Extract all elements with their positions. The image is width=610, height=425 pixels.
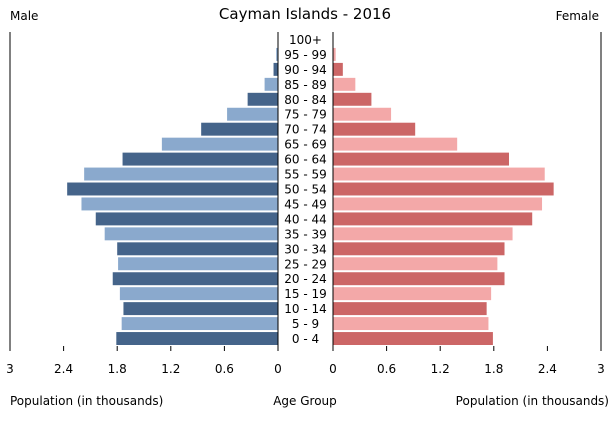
- female-tick-label: 0.6: [377, 362, 396, 376]
- male-bar-80-84: [247, 92, 278, 106]
- female-bars: [333, 47, 554, 345]
- male-bar-10-14: [123, 302, 278, 316]
- male-bar-90-94: [273, 62, 278, 76]
- female-tick-label: 1.2: [431, 362, 450, 376]
- age-label-30-34: 30 - 34: [284, 242, 327, 256]
- male-bar-15-19: [119, 287, 278, 301]
- age-label-70-74: 70 - 74: [284, 123, 327, 137]
- female-bar-60-64: [333, 152, 509, 166]
- male-bar-65-69: [161, 137, 278, 151]
- male-tick-label: 1.8: [108, 362, 127, 376]
- male-tick-label: 0.6: [215, 362, 234, 376]
- female-bar-85-89: [333, 77, 356, 91]
- female-bar-70-74: [333, 122, 416, 136]
- age-label-80-84: 80 - 84: [284, 93, 327, 107]
- male-bar-30-34: [117, 242, 278, 256]
- age-label-60-64: 60 - 64: [284, 153, 327, 167]
- age-label-5-9: 5 - 9: [292, 317, 319, 331]
- female-bar-20-24: [333, 272, 505, 286]
- male-bar-60-64: [122, 152, 278, 166]
- male-tick-label: 1.2: [161, 362, 180, 376]
- male-bar-0-4: [116, 332, 278, 345]
- male-bar-5-9: [121, 317, 278, 331]
- female-bar-40-44: [333, 212, 533, 226]
- female-bar-45-49: [333, 197, 543, 211]
- age-label-95-99: 95 - 99: [284, 48, 327, 62]
- male-bar-70-74: [201, 122, 278, 136]
- age-label-10-14: 10 - 14: [284, 302, 327, 316]
- male-bar-35-39: [104, 227, 278, 241]
- axes: [9, 32, 602, 346]
- age-label-50-54: 50 - 54: [284, 183, 327, 197]
- female-bar-30-34: [333, 242, 505, 256]
- age-label-40-44: 40 - 44: [284, 212, 327, 226]
- chart-title: Cayman Islands - 2016: [219, 5, 391, 23]
- female-bar-55-59: [333, 167, 545, 181]
- female-bar-80-84: [333, 92, 372, 106]
- male-bar-40-44: [95, 212, 278, 226]
- female-bar-65-69: [333, 137, 458, 151]
- female-bar-95-99: [333, 47, 336, 61]
- female-bar-15-19: [333, 287, 492, 301]
- age-group-axis-title: Age Group: [273, 394, 337, 408]
- age-label-20-24: 20 - 24: [284, 272, 327, 286]
- age-label-15-19: 15 - 19: [284, 287, 327, 301]
- male-tick-label: 0: [274, 362, 282, 376]
- female-bar-10-14: [333, 302, 487, 316]
- age-label-25-29: 25 - 29: [284, 257, 327, 271]
- female-bar-50-54: [333, 182, 554, 196]
- male-tick-label: 3: [6, 362, 14, 376]
- female-label: Female: [556, 9, 599, 23]
- male-label: Male: [10, 9, 38, 23]
- female-tick-label: 3: [597, 362, 605, 376]
- female-tick-label: 0: [329, 362, 337, 376]
- male-bar-95-99: [276, 47, 278, 61]
- male-bar-85-89: [264, 77, 278, 91]
- female-bar-25-29: [333, 257, 498, 271]
- age-label-45-49: 45 - 49: [284, 197, 327, 211]
- male-bar-55-59: [84, 167, 279, 181]
- male-bar-50-54: [67, 182, 278, 196]
- female-bar-0-4: [333, 332, 493, 345]
- male-bar-45-49: [81, 197, 278, 211]
- male-bars: [67, 47, 279, 345]
- female-bar-5-9: [333, 317, 489, 331]
- tick-labels: 0 0 0.6 0.6 1.2 1.2 1.8 1.8 2.4 2.4 3 3: [6, 346, 605, 376]
- age-label-100plus: 100+: [289, 33, 322, 47]
- male-bar-20-24: [112, 272, 278, 286]
- age-label-85-89: 85 - 89: [284, 78, 327, 92]
- age-label-90-94: 90 - 94: [284, 63, 327, 77]
- male-tick-label: 2.4: [54, 362, 73, 376]
- male-axis-title: Population (in thousands): [10, 394, 163, 408]
- female-bar-35-39: [333, 227, 513, 241]
- age-label-35-39: 35 - 39: [284, 227, 327, 241]
- male-bar-25-29: [118, 257, 278, 271]
- male-bar-75-79: [227, 107, 278, 121]
- female-tick-label: 1.8: [484, 362, 503, 376]
- female-bar-75-79: [333, 107, 392, 121]
- age-label-0-4: 0 - 4: [292, 332, 319, 346]
- female-axis-title: Population (in thousands): [456, 394, 609, 408]
- age-label-55-59: 55 - 59: [284, 168, 327, 182]
- age-label-65-69: 65 - 69: [284, 138, 327, 152]
- female-bar-90-94: [333, 62, 343, 76]
- female-tick-label: 2.4: [538, 362, 557, 376]
- age-label-75-79: 75 - 79: [284, 108, 327, 122]
